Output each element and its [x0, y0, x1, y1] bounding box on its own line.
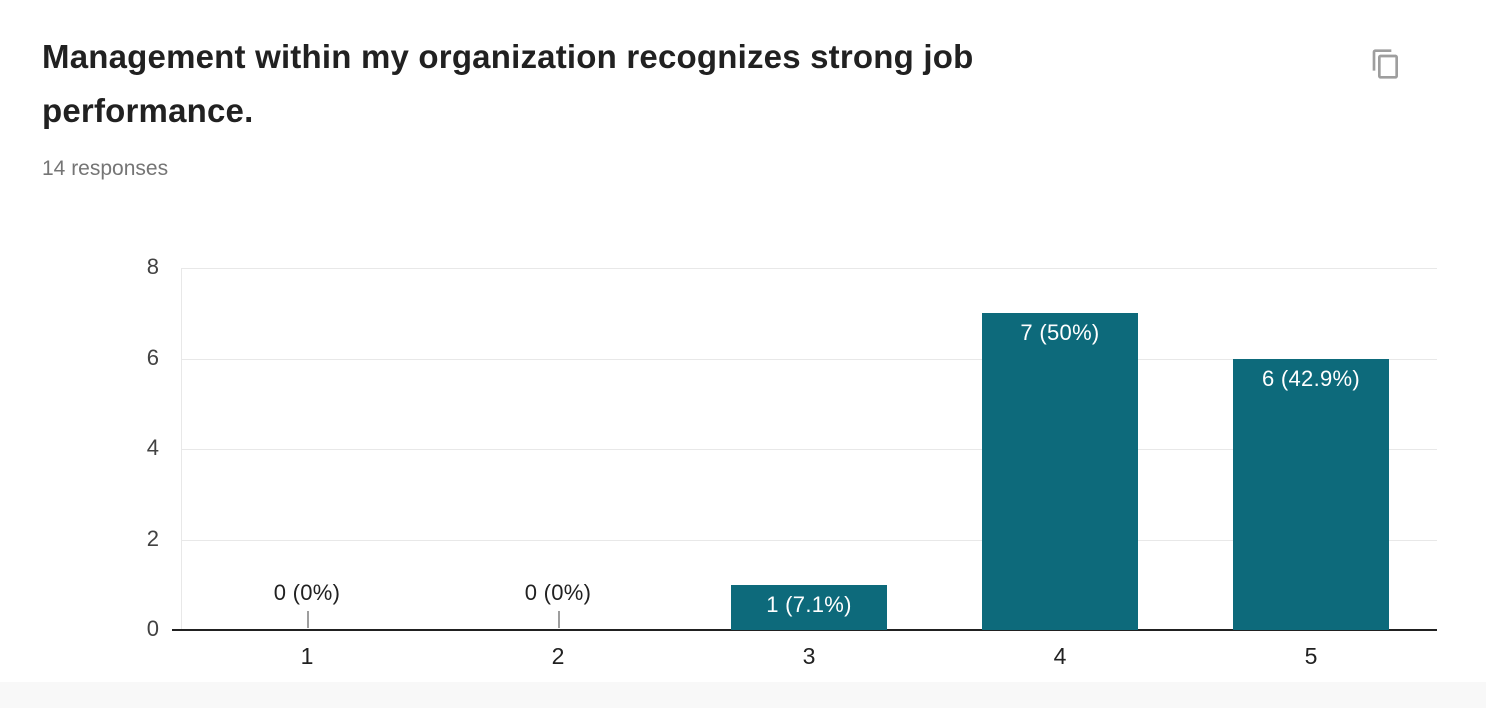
x-tick-label: 2 [551, 643, 565, 669]
response-count: 14 responses [42, 157, 169, 180]
bar-value-label: 6 (42.9%) [1261, 366, 1361, 391]
bar-value-label: 0 (0%) [273, 580, 341, 605]
content-copy-icon [1372, 49, 1398, 79]
y-gridline [181, 540, 1437, 541]
y-gridline [181, 359, 1437, 360]
y-gridline [181, 268, 1437, 269]
copy-chart-button[interactable] [1362, 40, 1410, 88]
bar [982, 313, 1138, 630]
y-tick-label: 0 [146, 616, 159, 641]
y-axis-line [181, 268, 182, 630]
page-background-strip [0, 682, 1486, 708]
x-tick-label: 3 [802, 643, 816, 669]
bar-value-label: 1 (7.1%) [766, 592, 852, 617]
y-gridline [181, 449, 1437, 450]
x-axis-baseline [172, 629, 1437, 631]
x-tick-label: 1 [300, 643, 314, 669]
question-title: Management within my organization recogn… [42, 38, 974, 129]
y-tick-label: 8 [146, 254, 159, 279]
y-tick-label: 4 [146, 435, 159, 460]
bar [1233, 359, 1389, 630]
x-tick-label: 4 [1053, 643, 1067, 669]
y-tick-label: 6 [146, 345, 159, 370]
zero-leader-line [307, 611, 309, 628]
bar-value-label: 0 (0%) [524, 580, 592, 605]
bar-value-label: 7 (50%) [1020, 320, 1100, 345]
y-tick-label: 2 [146, 526, 159, 551]
zero-leader-line [558, 611, 560, 628]
question-summary-card: Management within my organization recogn… [42, 38, 1437, 669]
bar [731, 585, 887, 630]
x-tick-label: 5 [1304, 643, 1318, 669]
